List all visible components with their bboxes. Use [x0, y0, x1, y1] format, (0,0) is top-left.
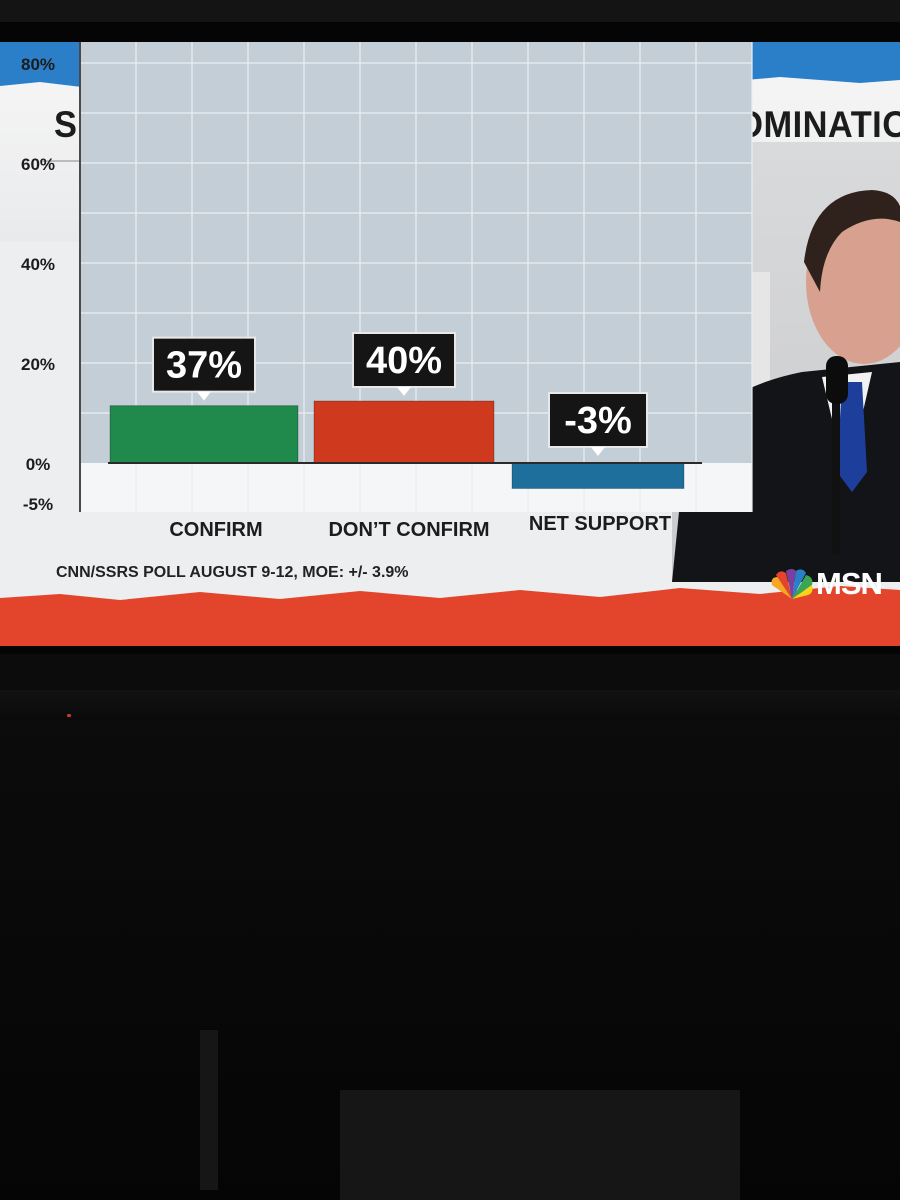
tv-stand — [0, 690, 900, 720]
necktie — [837, 382, 867, 492]
peacock-logo-icon — [771, 569, 813, 599]
data-label: 37% — [166, 345, 242, 387]
x-category-label: CONFIRM — [169, 519, 262, 541]
y-tick-label: 40% — [21, 255, 55, 274]
data-label-pointer — [197, 391, 211, 401]
y-tick-label: 60% — [21, 155, 55, 174]
bar-chart: 100%80%60%40%20%0%-5%37%CONFIRM40%DON’T … — [21, 42, 753, 541]
y-tick-label: 20% — [21, 355, 55, 374]
tv-screen: SUPPORT FOR BRETT KAVANAUGH’S NOMINATIO … — [0, 42, 900, 646]
y-tick-label: -5% — [23, 495, 53, 514]
source-note: CNN/SSRS POLL AUGUST 9-12, MOE: +/- 3.9% — [56, 564, 409, 581]
data-label-box — [152, 336, 256, 393]
microphone-icon — [826, 356, 848, 404]
bar-2 — [511, 462, 685, 489]
bar-1 — [313, 400, 495, 464]
data-label-box — [548, 392, 648, 448]
network-logo-text: MSN — [816, 566, 883, 601]
dark-room-lower — [0, 760, 900, 1200]
microphone-stand — [832, 374, 840, 554]
furniture-silhouette — [340, 1090, 740, 1200]
x-category-label: NET SUPPORT — [529, 513, 671, 535]
y-tick-label: 80% — [21, 55, 55, 74]
data-label-box — [352, 332, 456, 388]
bottom-red-band — [0, 586, 900, 646]
data-label-pointer — [591, 447, 605, 456]
data-label: 40% — [366, 340, 442, 382]
x-category-label: DON’T CONFIRM — [328, 519, 489, 541]
data-label: -3% — [564, 400, 632, 442]
tv-power-led — [67, 714, 71, 717]
hair — [804, 190, 900, 292]
y-tick-label: 0% — [26, 455, 51, 474]
bar-0 — [109, 405, 299, 464]
candle-silhouette — [200, 1030, 218, 1190]
data-label-pointer — [397, 387, 411, 396]
